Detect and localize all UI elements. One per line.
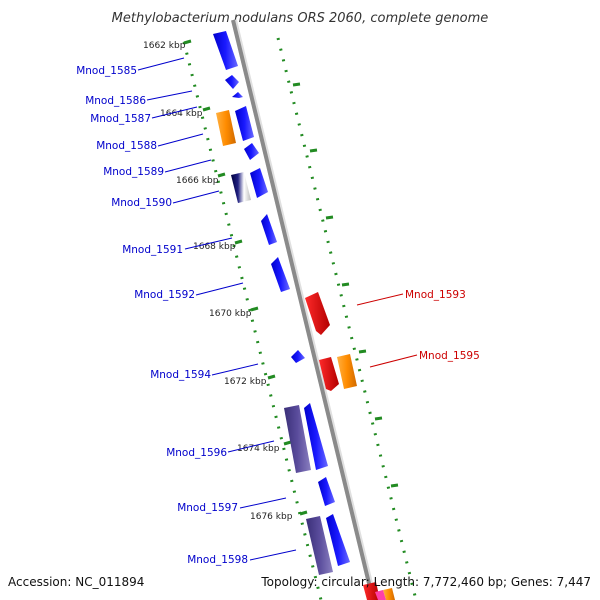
- gene-label-mnod-1598[interactable]: Mnod_1598: [187, 554, 248, 566]
- accession-text: Accession: NC_011894: [8, 575, 144, 589]
- gene-arrow-mnod-1588[interactable]: [235, 106, 254, 141]
- pink-feature-bottom[interactable]: [375, 590, 386, 600]
- gene-arrow-mnod-1594[interactable]: [291, 350, 305, 363]
- gene-label-mnod-1590[interactable]: Mnod_1590: [111, 197, 172, 209]
- gene-arrow-mnod-1597[interactable]: [318, 477, 335, 506]
- tick-label-1664: 1664 kbp: [160, 109, 203, 119]
- orange-feature-1595[interactable]: [337, 354, 357, 389]
- tick-label-1668: 1668 kbp: [193, 242, 236, 252]
- gene-arrow-mnod-1593[interactable]: [305, 292, 330, 335]
- red-feature-bottom[interactable]: [363, 582, 380, 600]
- gene-label-mnod-1591[interactable]: Mnod_1591: [122, 244, 183, 256]
- gene-label-mnod-1597[interactable]: Mnod_1597: [177, 502, 238, 514]
- orange-feature-1587[interactable]: [216, 110, 236, 146]
- genome-backbone-core: [231, 19, 375, 600]
- gene-arrow-mnod-1587[interactable]: [232, 92, 243, 98]
- left-ruler-major-ticks: [183, 39, 308, 516]
- gene-arrow-mnod-1586[interactable]: [225, 75, 239, 89]
- purple-feature-1598[interactable]: [306, 516, 333, 575]
- gene-arrow-mnod-1590[interactable]: [250, 168, 268, 198]
- gene-label-mnod-1588[interactable]: Mnod_1588: [96, 140, 157, 152]
- gene-label-mnod-1586[interactable]: Mnod_1586: [85, 95, 146, 107]
- tick-label-1676: 1676 kbp: [250, 512, 293, 522]
- feature-navy-1590[interactable]: [231, 172, 251, 203]
- gene-arrow-mnod-1591[interactable]: [261, 214, 277, 245]
- gene-arrow-mnod-1592[interactable]: [271, 257, 290, 292]
- gene-label-mnod-1585[interactable]: Mnod_1585: [76, 65, 137, 77]
- map-title: Methylobacterium nodulans ORS 2060, comp…: [112, 11, 489, 26]
- gene-label-mnod-1594[interactable]: Mnod_1594: [150, 369, 211, 381]
- tick-label-1674: 1674 kbp: [237, 444, 280, 454]
- orange-feature-bottom[interactable]: [383, 588, 395, 600]
- gene-label-mnod-1589[interactable]: Mnod_1589: [103, 166, 164, 178]
- purple-feature-1596[interactable]: [284, 405, 311, 473]
- gene-arrow-mnod-1598[interactable]: [326, 514, 350, 566]
- gene-arrow-mnod-1589[interactable]: [244, 143, 259, 160]
- tick-label-1666: 1666 kbp: [176, 176, 219, 186]
- gene-label-mnod-1593[interactable]: Mnod_1593: [405, 289, 466, 301]
- left-ruler: [182, 41, 323, 600]
- tick-label-1662: 1662 kbp: [143, 41, 186, 51]
- tick-label-1670: 1670 kbp: [209, 309, 252, 319]
- tick-label-1672: 1672 kbp: [224, 377, 267, 387]
- gene-label-mnod-1592[interactable]: Mnod_1592: [134, 289, 195, 301]
- gene-label-mnod-1596[interactable]: Mnod_1596: [166, 447, 227, 459]
- gene-arrow-mnod-1596[interactable]: [304, 403, 328, 470]
- gene-label-mnod-1587[interactable]: Mnod_1587: [90, 113, 151, 125]
- gene-label-mnod-1595[interactable]: Mnod_1595: [419, 350, 480, 362]
- right-ruler-major-ticks: [292, 82, 399, 488]
- leader-lines: [137, 57, 418, 561]
- topology-text: Topology: circular; Length: 7,772,460 bp…: [260, 575, 591, 589]
- gene-arrow-mnod-1585[interactable]: [213, 31, 238, 70]
- gene-arrow-mnod-1595[interactable]: [319, 357, 339, 391]
- right-ruler: [276, 37, 418, 600]
